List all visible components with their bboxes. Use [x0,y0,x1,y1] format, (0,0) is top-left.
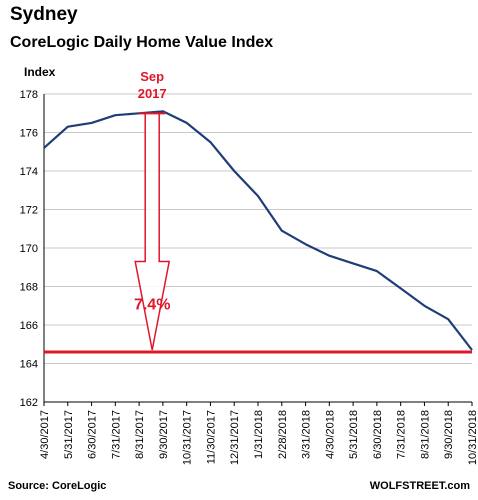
y-tick-label: 166 [20,320,38,332]
x-tick-label: 11/30/2017 [205,410,217,464]
chart-title: Sydney [10,4,78,25]
x-tick-label: 4/30/2018 [324,410,336,459]
y-tick-label: 168 [20,282,38,294]
x-tick-label: 10/31/2018 [467,410,478,465]
x-tick-label: 7/31/2017 [110,410,122,459]
series-line [43,110,473,351]
y-tick-label: 174 [20,166,38,178]
x-tick-label: 5/31/2017 [63,410,75,459]
x-axis-ticks: 4/30/2017 5/31/2017 6/30/2017 7/31/2017 8/31… [39,402,478,465]
x-tick-label: 8/31/2017 [134,410,146,459]
x-tick-label: 10/31/2017 [182,410,194,465]
y-tick-label: 162 [20,397,38,409]
x-tick-label: 12/31/2017 [229,410,241,465]
x-tick-label: 8/31/2018 [419,410,431,459]
y-tick-label: 172 [20,205,38,217]
x-tick-label: 3/31/2018 [301,410,313,459]
series-layer [43,110,473,351]
annotation-layer: Sep 2017 7.4% [44,69,472,354]
y-tick-label: 170 [20,243,38,255]
y-tick-label: 164 [20,359,38,371]
x-tick-label: 6/30/2018 [372,410,384,459]
drop-percentage-label: 7.4% [134,297,170,314]
grid-lines [44,93,472,403]
source-note: Source: CoreLogic [8,480,107,492]
peak-label-year: 2017 [138,86,167,101]
x-tick-label: 4/30/2017 [39,410,51,459]
peak-label-month: Sep [140,69,164,84]
drop-arrow [134,112,171,351]
x-tick-label: 5/31/2018 [348,410,360,459]
x-tick-label: 1/31/2018 [253,410,265,459]
y-axis-label: Index [24,65,56,79]
y-tick-label: 176 [20,128,38,140]
chart-subtitle: CoreLogic Daily Home Value Index [10,34,274,51]
x-tick-label: 9/30/2018 [443,410,455,459]
y-axis-ticks: 162 164 166 168 170 172 174 176 178 [20,89,38,409]
x-tick-label: 6/30/2017 [87,410,99,459]
x-tick-label: 2/28/2018 [277,410,289,459]
x-tick-label: 9/30/2017 [158,410,170,459]
y-tick-label: 178 [20,89,38,101]
publisher-brand: WOLFSTREET.com [369,480,470,492]
x-tick-label: 7/31/2018 [396,410,408,459]
